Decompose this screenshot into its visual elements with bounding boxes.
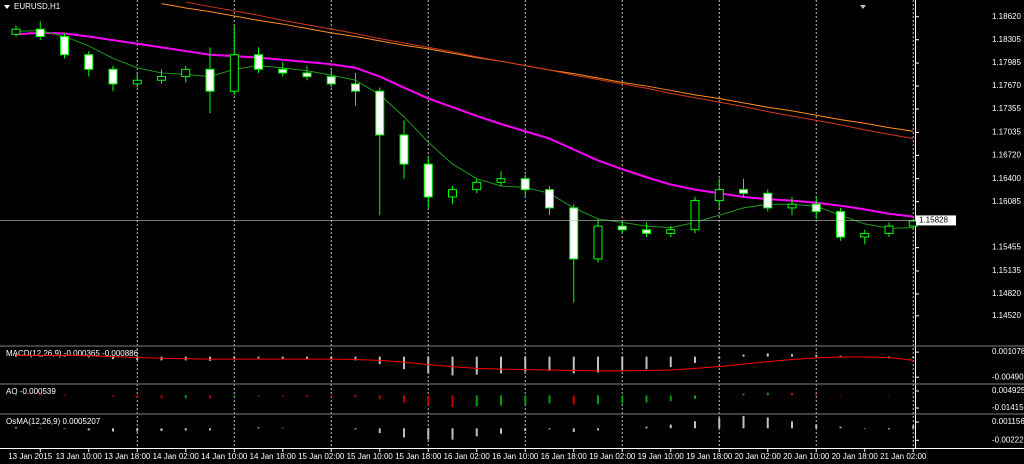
panel-title: EURUSD,H1 <box>14 2 61 11</box>
x-tick-label: 15 Jan 18:00 <box>395 452 442 461</box>
candle-body <box>642 229 651 234</box>
candle-body <box>617 225 627 231</box>
candle-body <box>302 72 312 78</box>
candle-body <box>278 68 288 74</box>
candle-body <box>11 28 21 35</box>
panel-title: AO -0.000539 <box>6 387 56 396</box>
x-tick-label: 20 Jan 18:00 <box>832 452 879 461</box>
candle-body <box>375 90 385 136</box>
candle-body <box>60 35 69 56</box>
x-tick-label: 14 Jan 02:00 <box>153 452 200 461</box>
x-tick-label: 20 Jan 02:00 <box>735 452 782 461</box>
candle-body <box>836 211 845 238</box>
candle-body <box>811 203 821 213</box>
candle-body <box>35 28 45 37</box>
shift-marker <box>860 5 866 9</box>
y-tick-label: 1.15135 <box>992 266 1021 275</box>
candle-body <box>472 181 482 191</box>
candle-body <box>714 189 724 202</box>
candle-body <box>326 76 336 85</box>
candle-body <box>181 68 191 78</box>
y-tick-label: -0.014150 <box>992 403 1024 412</box>
candle-body <box>448 189 457 198</box>
candle-body <box>399 134 409 165</box>
y-tick-label: 1.18620 <box>992 12 1021 21</box>
x-tick-label: 13 Jan 10:00 <box>56 452 103 461</box>
y-tick-label: 1.18305 <box>992 35 1021 44</box>
candle-body <box>593 225 603 260</box>
y-tick-label: 0.001156 <box>992 417 1024 426</box>
candle-body <box>860 232 870 238</box>
signal-line <box>16 354 914 372</box>
y-tick-label: 0.001078 <box>992 347 1024 356</box>
candle-body <box>690 200 700 231</box>
candle-body <box>157 76 166 81</box>
panel-title: OsMA(12,26,9) 0.0005207 <box>6 417 101 426</box>
y-tick-label: 1.14520 <box>992 311 1021 320</box>
x-tick-label: 16 Jan 18:00 <box>541 452 588 461</box>
x-tick-label: 21 Jan 02:00 <box>880 452 927 461</box>
panel-title: MACD(12,26,9) -0.000365 -0.000886 <box>6 349 139 358</box>
x-tick-label: 16 Jan 10:00 <box>492 452 539 461</box>
y-tick-label: -0.002221 <box>992 435 1024 444</box>
candle-body <box>108 68 118 85</box>
x-tick-label: 19 Jan 02:00 <box>589 452 636 461</box>
candle-body <box>254 54 263 70</box>
x-tick-label: 15 Jan 02:00 <box>298 452 345 461</box>
candle-body <box>666 229 676 234</box>
candle-body <box>229 54 239 92</box>
last-price-label: 1.15828 <box>919 216 948 225</box>
y-tick-label: 1.14820 <box>992 289 1021 298</box>
symbol-marker <box>4 5 10 9</box>
candle-body <box>545 189 554 209</box>
candle-body <box>520 178 530 191</box>
candle-body <box>84 54 94 70</box>
candle-body <box>739 189 748 194</box>
y-tick-label: 0.004925 <box>992 386 1024 395</box>
x-tick-label: 20 Jan 10:00 <box>783 452 830 461</box>
candle-body <box>423 163 433 198</box>
y-tick-label: 1.16085 <box>992 197 1021 206</box>
candle-body <box>569 207 579 260</box>
y-tick-label: 1.17670 <box>992 81 1021 90</box>
y-tick-label: -0.004902 <box>992 372 1024 381</box>
y-tick-label: 1.17355 <box>992 104 1021 113</box>
x-tick-label: 15 Jan 10:00 <box>347 452 394 461</box>
y-tick-label: 1.16720 <box>992 150 1021 159</box>
x-tick-label: 14 Jan 10:00 <box>201 452 248 461</box>
x-tick-label: 14 Jan 18:00 <box>250 452 297 461</box>
candle-body <box>205 68 215 92</box>
candle-body <box>351 83 360 92</box>
candle-body <box>132 79 142 85</box>
x-tick-label: 13 Jan 2015 <box>8 452 53 461</box>
y-tick-label: 1.17035 <box>992 127 1021 136</box>
y-tick-label: 1.15455 <box>992 243 1021 252</box>
candle-body <box>787 203 797 209</box>
ma-line <box>185 1 914 140</box>
x-tick-label: 13 Jan 18:00 <box>104 452 151 461</box>
y-tick-label: 1.16400 <box>992 174 1021 183</box>
x-tick-label: 19 Jan 10:00 <box>638 452 685 461</box>
candle-body <box>763 192 773 209</box>
x-tick-label: 19 Jan 18:00 <box>686 452 733 461</box>
x-tick-label: 16 Jan 02:00 <box>444 452 491 461</box>
candle-body <box>884 225 894 234</box>
last-price-box <box>916 215 956 226</box>
candle-body <box>496 178 506 183</box>
y-tick-label: 1.17985 <box>992 58 1021 67</box>
